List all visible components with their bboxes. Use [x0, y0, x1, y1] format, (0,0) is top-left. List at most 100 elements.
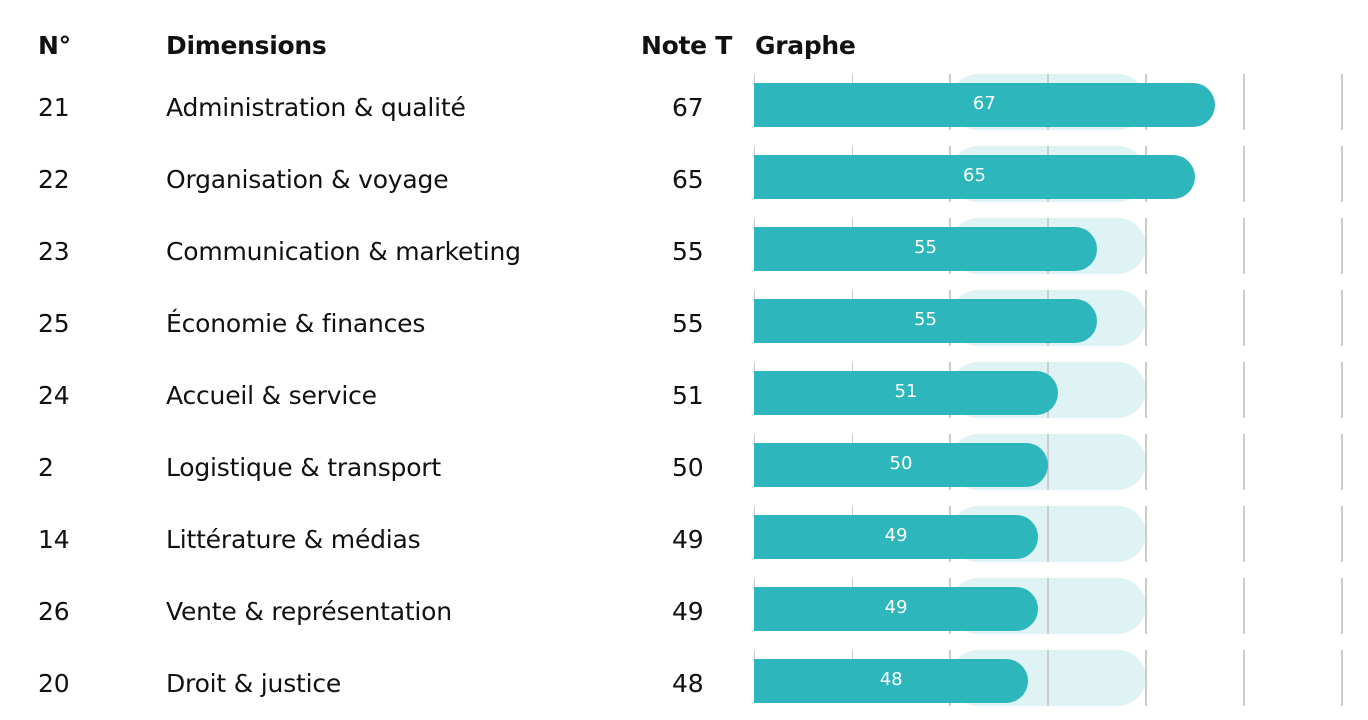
- note-value: 49: [672, 597, 704, 626]
- gridline-minor: [754, 74, 755, 86]
- header-dimensions: Dimensions: [166, 31, 327, 60]
- bar: [754, 443, 1048, 487]
- bar-value-label: 49: [884, 597, 908, 618]
- gridline: [1243, 434, 1245, 490]
- gridline: [1341, 290, 1343, 346]
- note-value: 50: [672, 453, 704, 482]
- gridline-minor: [754, 650, 755, 662]
- gridline: [1243, 650, 1245, 706]
- note-value: 67: [672, 93, 704, 122]
- gridline-minor: [754, 290, 755, 302]
- gridline: [1243, 146, 1245, 202]
- gridline: [1145, 578, 1147, 634]
- table-row: 20 Droit & justice 48 48: [0, 648, 1368, 720]
- bar-value-label: 55: [914, 237, 937, 258]
- gridline: [1243, 218, 1245, 274]
- dimension-label: Littérature & médias: [166, 525, 421, 554]
- table-row: 23 Communication & marketing 55 55: [0, 216, 1368, 288]
- gridline: [1243, 362, 1245, 418]
- bar: [754, 371, 1058, 415]
- table-row: 2 Logistique & transport 50 50: [0, 432, 1368, 504]
- gridline-minor: [754, 146, 755, 158]
- dimension-label: Administration & qualité: [166, 93, 466, 122]
- bar-value-label: 67: [972, 93, 996, 114]
- bar-value-label: 48: [879, 669, 903, 690]
- header-number: N°: [38, 31, 71, 60]
- gridline: [1145, 434, 1147, 490]
- gridline-minor: [852, 74, 853, 86]
- gridline: [1047, 578, 1049, 634]
- gridline: [1243, 290, 1245, 346]
- bar-value-label: 51: [894, 381, 918, 402]
- note-value: 65: [672, 165, 704, 194]
- gridline-minor: [754, 362, 755, 374]
- bar: [754, 299, 1097, 343]
- gridline-minor: [852, 506, 853, 518]
- gridline: [1243, 506, 1245, 562]
- table-row: 21 Administration & qualité 67 67: [0, 72, 1368, 144]
- bar: [754, 227, 1097, 271]
- gridline: [1145, 290, 1147, 346]
- header-note-t: Note T: [641, 31, 732, 60]
- gridline-minor: [754, 218, 755, 230]
- dimension-label: Communication & marketing: [166, 237, 521, 266]
- gridline: [1047, 650, 1049, 706]
- gridline: [1243, 578, 1245, 634]
- gridline-minor: [754, 506, 755, 518]
- gridline: [1341, 434, 1343, 490]
- dimension-label: Logistique & transport: [166, 453, 441, 482]
- note-value: 49: [672, 525, 704, 554]
- table-row: 14 Littérature & médias 49 49: [0, 504, 1368, 576]
- row-number: 20: [38, 669, 70, 698]
- bar-value-label: 50: [889, 453, 913, 474]
- note-value: 48: [672, 669, 704, 698]
- gridline: [1047, 434, 1049, 490]
- bar: [754, 155, 1195, 199]
- gridline-minor: [852, 578, 853, 590]
- bar-value-label: 55: [914, 309, 937, 330]
- dimension-label: Droit & justice: [166, 669, 342, 698]
- gridline: [1341, 578, 1343, 634]
- gridline: [1145, 218, 1147, 274]
- gridline: [1145, 506, 1147, 562]
- gridline: [1341, 146, 1343, 202]
- row-number: 2: [38, 453, 54, 482]
- note-value: 55: [672, 237, 704, 266]
- row-number: 14: [38, 525, 70, 554]
- dimension-label: Économie & finances: [166, 309, 426, 338]
- gridline: [1341, 74, 1343, 130]
- gridline-minor: [754, 578, 755, 590]
- bar: [754, 587, 1039, 631]
- gridline-minor: [852, 290, 853, 302]
- table-row: 24 Accueil & service 51 51: [0, 360, 1368, 432]
- note-value: 51: [672, 381, 704, 410]
- gridline: [1243, 74, 1245, 130]
- dimension-label: Organisation & voyage: [166, 165, 449, 194]
- gridline: [1341, 362, 1343, 418]
- note-value: 55: [672, 309, 704, 338]
- gridline-minor: [754, 434, 755, 446]
- dimension-label: Accueil & service: [166, 381, 377, 410]
- header-graph: Graphe: [755, 31, 856, 60]
- bar-value-label: 49: [884, 525, 908, 546]
- bar-value-label: 65: [963, 165, 986, 186]
- gridline: [1145, 362, 1147, 418]
- gridline-minor: [852, 434, 853, 446]
- gridline: [1145, 650, 1147, 706]
- table-row: 22 Organisation & voyage 65 65: [0, 144, 1368, 216]
- bar: [754, 659, 1029, 703]
- row-number: 22: [38, 165, 70, 194]
- table-row: 25 Économie & finances 55 55: [0, 288, 1368, 360]
- gridline-minor: [852, 218, 853, 230]
- dimension-label: Vente & représentation: [166, 597, 452, 626]
- row-number: 26: [38, 597, 70, 626]
- gridline: [1341, 650, 1343, 706]
- bar: [754, 83, 1215, 127]
- gridline-minor: [852, 362, 853, 374]
- bar: [754, 515, 1039, 559]
- row-number: 21: [38, 93, 70, 122]
- gridline-minor: [852, 146, 853, 158]
- row-number: 23: [38, 237, 70, 266]
- row-number: 24: [38, 381, 70, 410]
- table-row: 26 Vente & représentation 49 49: [0, 576, 1368, 648]
